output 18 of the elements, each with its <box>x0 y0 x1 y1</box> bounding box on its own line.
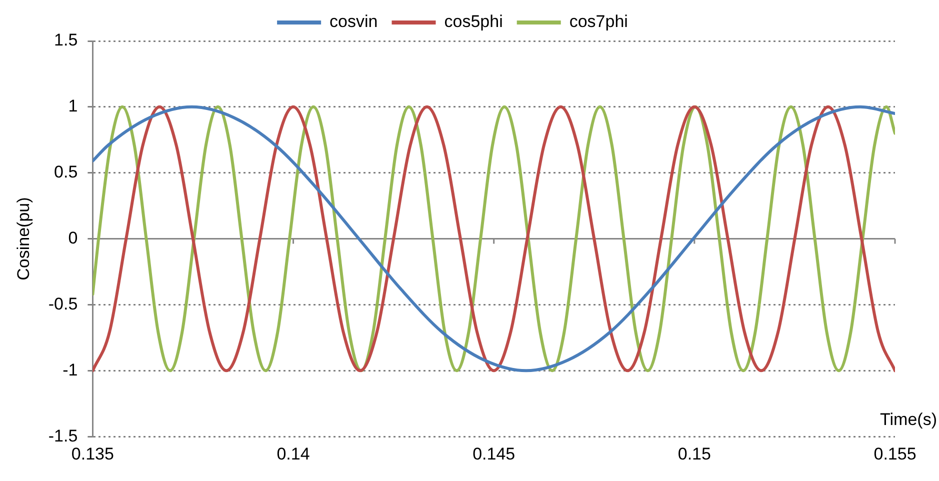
y-axis-title: Cosine(pu) <box>14 197 33 280</box>
x-tick-label: 0.155 <box>874 444 916 464</box>
y-tick-label: 0 <box>68 228 78 248</box>
legend-label: cos5phi <box>444 12 503 32</box>
y-tick-label: -1 <box>62 360 78 380</box>
x-axis-title: Time(s) <box>880 410 937 429</box>
y-tick-label: -1.5 <box>48 426 78 446</box>
x-tick-label: 0.15 <box>678 444 711 464</box>
y-tick-label: 0.5 <box>54 162 78 182</box>
x-tick-label: 0.14 <box>276 444 310 464</box>
x-tick-label: 0.135 <box>71 444 114 464</box>
y-tick-label: 1 <box>68 96 78 116</box>
legend-label: cosvin <box>330 12 378 32</box>
legend-label: cos7phi <box>569 12 628 32</box>
line-series <box>92 105 895 372</box>
x-tick-label: 0.145 <box>472 444 516 464</box>
y-tick-label: -0.5 <box>48 294 78 314</box>
y-tick-label: 1.5 <box>54 30 78 50</box>
